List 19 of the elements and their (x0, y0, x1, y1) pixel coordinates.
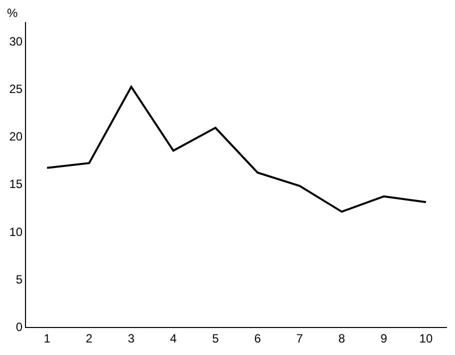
y-tick-label: 5 (16, 272, 23, 287)
y-tick-label: 25 (9, 82, 23, 96)
y-tick-label: 10 (9, 224, 23, 239)
y-tick-label: 0 (16, 320, 23, 334)
y-tick-label: 15 (9, 177, 23, 192)
y-tick-label: 30 (9, 34, 23, 48)
y-axis-title: % (7, 6, 18, 20)
x-tick-label: 1 (44, 331, 51, 346)
x-tick-label: 7 (296, 331, 304, 346)
line-series (46, 86, 427, 213)
x-tick-label: 2 (86, 331, 93, 346)
x-tick-label: 9 (380, 331, 388, 346)
y-tick-label: 20 (9, 130, 23, 144)
x-tick-label: 10 (419, 331, 433, 346)
x-tick-label: 4 (170, 331, 178, 346)
x-tick-label: 5 (212, 331, 220, 346)
x-tick-label: 3 (128, 331, 135, 346)
x-tick-label: 8 (338, 331, 346, 346)
x-tick-label: 6 (254, 331, 262, 346)
